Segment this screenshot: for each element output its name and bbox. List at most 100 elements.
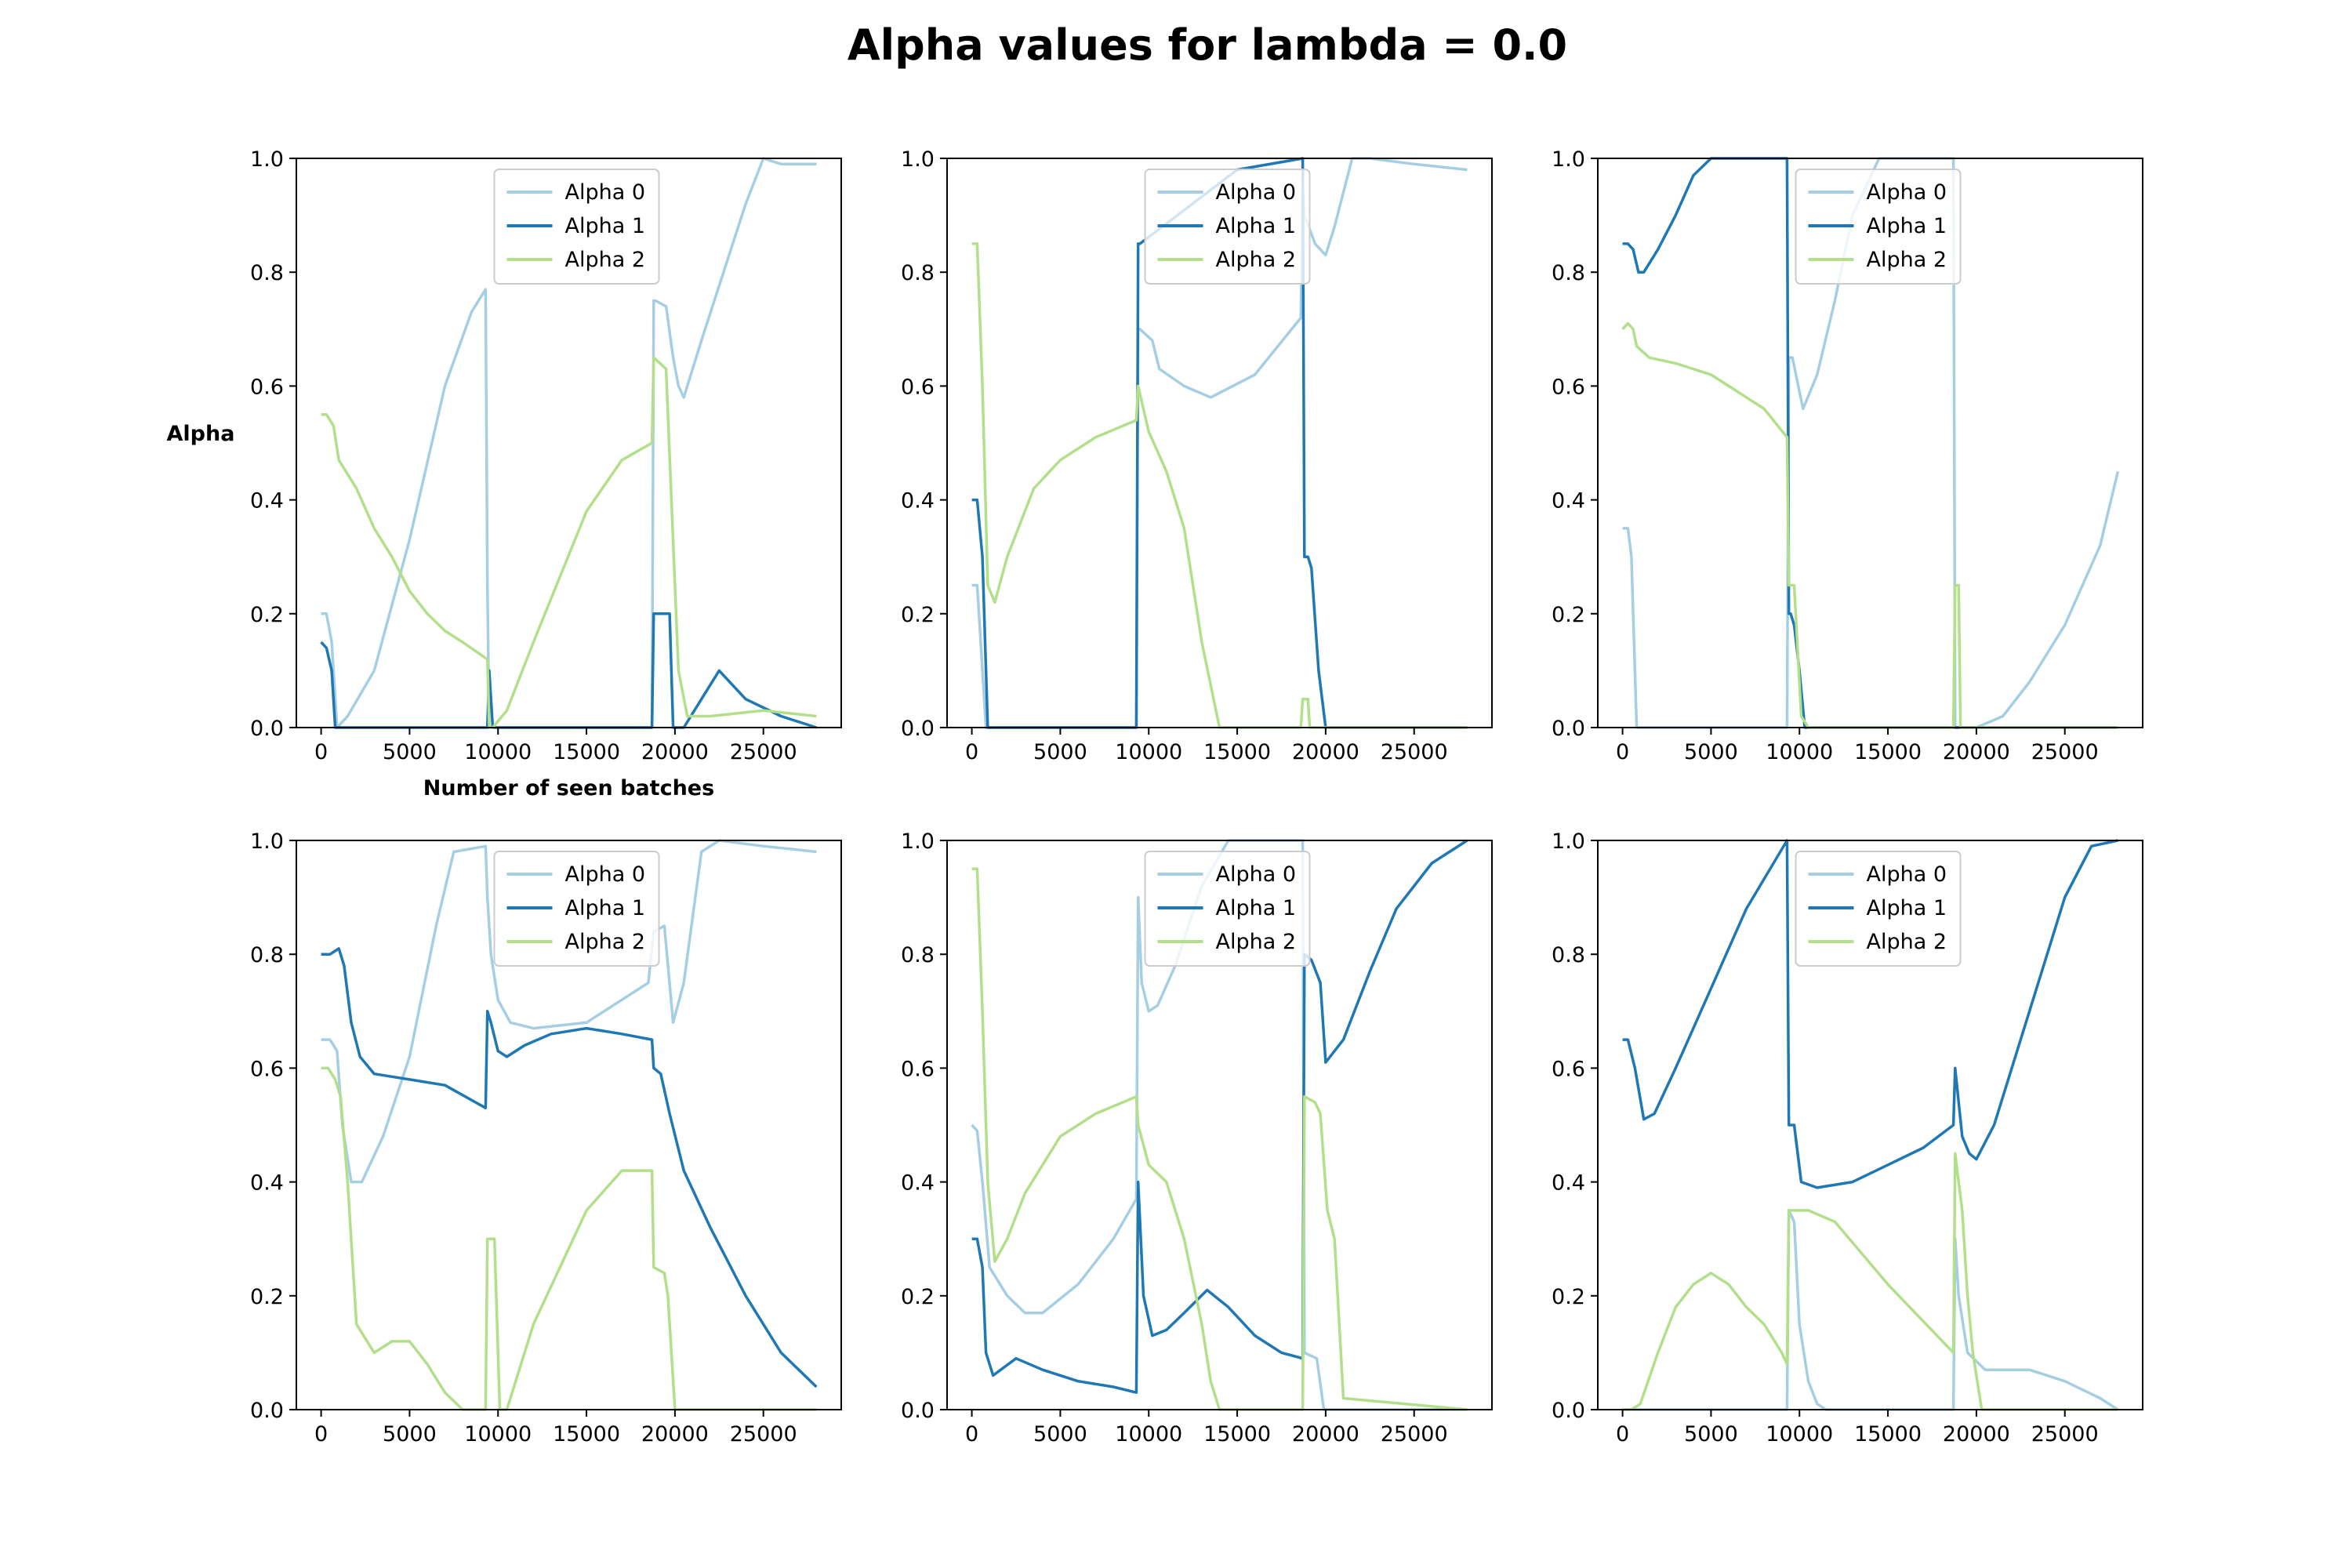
legend-label: Alpha 2 [1867, 930, 1947, 954]
y-tick-label: 1.0 [250, 829, 284, 854]
legend-label: Alpha 1 [565, 214, 646, 238]
y-tick-label: 0.8 [250, 261, 284, 285]
y-tick-label: 1.0 [250, 147, 284, 172]
axes-frame [946, 840, 1493, 1410]
y-tick-label: 0.2 [250, 1285, 284, 1309]
legend-label: Alpha 0 [1216, 180, 1297, 205]
series-line-alpha-1 [971, 839, 1468, 1394]
x-axis-label: Number of seen batches [423, 776, 714, 800]
x-tick-label: 10000 [1766, 740, 1833, 764]
y-tick-label: 0.8 [1552, 261, 1585, 285]
y-tick-label: 1.0 [901, 829, 935, 854]
y-tick-label: 0.4 [250, 489, 284, 514]
series-line-alpha-0 [971, 839, 1468, 1411]
x-tick-label: 0 [965, 1422, 978, 1446]
legend: Alpha 0 Alpha 1 Alpha 2 [493, 169, 660, 285]
x-tick-label: 10000 [1115, 740, 1182, 764]
y-tick-label: 1.0 [901, 147, 935, 172]
series-line-alpha-1 [1622, 839, 2118, 1189]
legend-label: Alpha 2 [1216, 248, 1297, 272]
legend-label: Alpha 1 [1216, 896, 1297, 920]
axes-frame [296, 158, 842, 728]
subplot-3: 0 5000 10000 15000 20000 25000 0.0 0.2 0.4 0.6 0.8… [1552, 147, 2143, 764]
x-tick-label: 25000 [1381, 740, 1448, 764]
x-tick-label: 20000 [1292, 1422, 1359, 1446]
x-tick-label: 5000 [1033, 740, 1087, 764]
series-line-alpha-0 [321, 839, 817, 1184]
legend-label: Alpha 0 [1867, 180, 1947, 205]
figure-title: Alpha values for lambda = 0.0 [848, 20, 1567, 70]
y-tick-label: 0.0 [1552, 717, 1585, 741]
axes-frame [1597, 158, 2143, 728]
legend: Alpha 0 Alpha 1 Alpha 2 [1795, 851, 1962, 967]
legend-label: Alpha 2 [565, 930, 646, 954]
legend-label: Alpha 2 [565, 248, 646, 272]
legend-label: Alpha 0 [565, 862, 646, 887]
y-tick-label: 0.0 [901, 717, 935, 741]
subplot-1: 0 5000 10000 15000 20000 25000 0.0 0.2 0.4 0.6 0.8… [167, 147, 842, 800]
y-tick-label: 0.2 [1552, 1285, 1585, 1309]
x-tick-label: 15000 [553, 1422, 620, 1446]
x-tick-label: 25000 [2031, 740, 2099, 764]
y-tick-label: 0.4 [250, 1171, 284, 1196]
x-tick-label: 0 [1616, 740, 1629, 764]
y-tick-label: 0.4 [1552, 1171, 1585, 1196]
x-tick-label: 25000 [730, 1422, 797, 1446]
series-line-alpha-0 [1622, 1209, 2119, 1411]
y-tick-label: 0.4 [901, 1171, 935, 1196]
legend-label: Alpha 1 [565, 896, 646, 920]
x-tick-label: 0 [965, 740, 978, 764]
legend-box [1144, 169, 1311, 285]
legend-box [493, 851, 660, 967]
x-tick-label: 5000 [383, 1422, 437, 1446]
series-line-alpha-1 [321, 947, 818, 1388]
y-tick-label: 0.0 [250, 717, 284, 741]
x-tick-label: 25000 [730, 740, 797, 764]
y-tick-label: 0.2 [1552, 603, 1585, 627]
legend: Alpha 0 Alpha 1 Alpha 2 [493, 851, 660, 967]
x-tick-label: 0 [1616, 1422, 1629, 1446]
y-tick-label: 0.6 [250, 375, 284, 399]
y-tick-label: 0.8 [250, 943, 284, 967]
series-line-alpha-2 [321, 1066, 817, 1411]
y-tick-label: 0.6 [250, 1057, 284, 1081]
x-tick-label: 5000 [1033, 1422, 1087, 1446]
y-tick-label: 0.2 [901, 603, 935, 627]
series-line-alpha-2 [971, 242, 1468, 729]
x-tick-label: 20000 [641, 1422, 709, 1446]
legend-box [1795, 851, 1962, 967]
x-tick-label: 20000 [1943, 740, 2010, 764]
x-tick-label: 5000 [1684, 1422, 1738, 1446]
y-tick-label: 0.0 [250, 1399, 284, 1423]
axes-frame [1597, 840, 2143, 1410]
x-tick-label: 15000 [1854, 1422, 1922, 1446]
x-tick-label: 20000 [1292, 740, 1359, 764]
series-line-alpha-2 [321, 356, 817, 729]
y-tick-label: 0.0 [901, 1399, 935, 1423]
subplot-6: 0 5000 10000 15000 20000 25000 0.0 0.2 0.4 0.6 0.8… [1552, 829, 2143, 1446]
x-tick-label: 10000 [464, 740, 532, 764]
x-tick-label: 15000 [1854, 740, 1922, 764]
legend-label: Alpha 2 [1867, 248, 1947, 272]
series-line-alpha-2 [1621, 321, 2118, 729]
x-tick-label: 5000 [383, 740, 437, 764]
y-tick-label: 0.4 [1552, 489, 1585, 514]
legend-label: Alpha 0 [1216, 862, 1297, 887]
y-axis-label: Alpha [167, 422, 235, 446]
legend: Alpha 0 Alpha 1 Alpha 2 [1144, 851, 1311, 967]
y-tick-label: 0.0 [1552, 1399, 1585, 1423]
y-tick-label: 0.6 [901, 375, 935, 399]
legend: Alpha 0 Alpha 1 Alpha 2 [1144, 169, 1311, 285]
x-tick-label: 15000 [1203, 740, 1271, 764]
y-tick-label: 0.8 [901, 943, 935, 967]
y-tick-label: 1.0 [1552, 829, 1585, 854]
x-tick-label: 0 [314, 740, 328, 764]
legend-label: Alpha 2 [1216, 930, 1297, 954]
subplot-2: 0 5000 10000 15000 20000 25000 0.0 0.2 0.4 0.6 0.8… [901, 147, 1493, 764]
series-line-alpha-1 [320, 612, 817, 729]
legend-label: Alpha 1 [1216, 214, 1297, 238]
x-tick-label: 10000 [1115, 1422, 1182, 1446]
y-tick-label: 1.0 [1552, 147, 1585, 172]
x-tick-label: 15000 [1203, 1422, 1271, 1446]
